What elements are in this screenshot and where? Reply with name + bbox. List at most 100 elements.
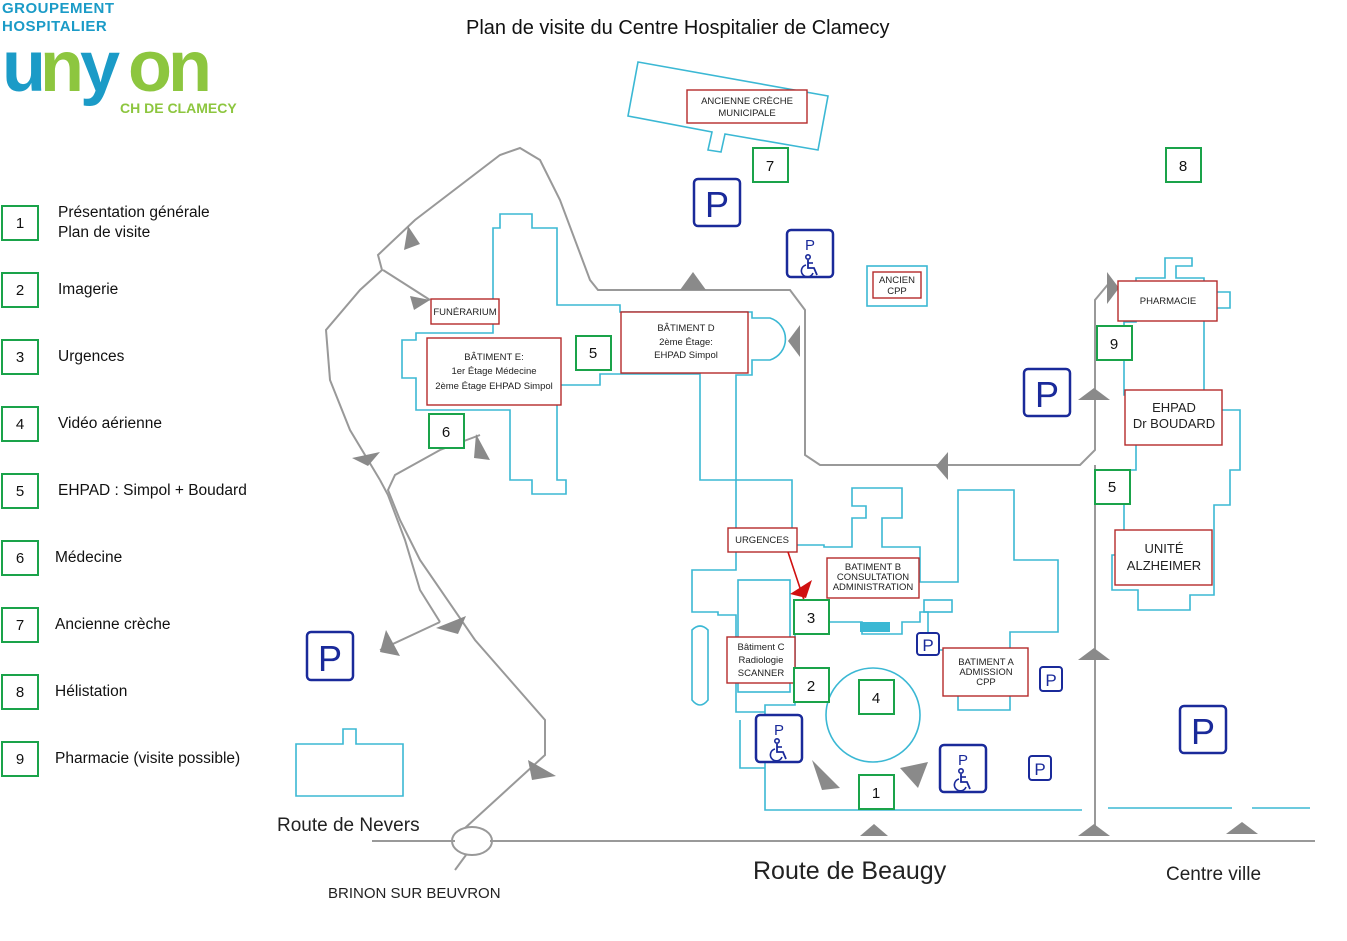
label-box-alzheimer [1114,529,1213,586]
legend-marker-box [1,607,39,643]
legend-number: 2 [16,282,24,299]
arrow-up-15 [436,616,466,634]
label-pharmacie: PHARMACIE [1140,296,1196,307]
legend-number: 8 [16,684,24,701]
svg-text:7: 7 [766,158,774,175]
legend-label: Urgences [58,348,125,365]
legend-label: Imagerie [58,281,118,298]
legend-number: 5 [16,483,24,500]
marker-3: 3 [793,599,830,635]
label-ehpad-boudard-1: EHPAD [1152,400,1196,415]
svg-text:P: P [1045,671,1056,690]
label-bat-c-2: Radiologie [739,655,784,666]
parking-icon: P [1039,666,1063,692]
label-alzheimer-1: UNITÉ [1145,541,1184,556]
road-beaugy-label: Route de Beaugy [753,857,947,885]
legend-label: Hélistation [55,683,127,700]
svg-text:P: P [1191,711,1215,752]
legend-item: 2 Imagerie [1,272,118,308]
svg-text:P: P [774,722,784,739]
arrow-down-10 [404,226,420,250]
legend-item: 1 Présentation générale Plan de visite [1,204,210,241]
legend-label: Pharmacie (visite possible) [55,750,240,767]
parking-icon: P [1022,367,1072,418]
logo: GROUPEMENT HOSPITALIER u n y on CH DE CL… [2,0,237,116]
building-label-texts: ANCIENNE CRÈCHE MUNICIPALE FUNÉRARIUM BÂ… [433,96,1215,688]
arrow-left-8 [788,325,800,357]
legend-number: 1 [16,215,24,232]
disabled-parking-icon: P [938,743,988,794]
legend-number: 9 [16,751,24,768]
marker-7: 7 [752,147,789,183]
label-bat-e-1: BÂTIMENT E: [464,352,523,363]
legend-marker-box [1,339,39,375]
label-bat-d-2: 2ème Étage: [659,337,713,348]
legend-marker-box [1,205,39,241]
legend-label: Présentation générale [58,204,210,221]
arrow-up-18 [900,762,928,788]
label-ehpad-boudard-2: Dr BOUDARD [1133,416,1215,431]
label-bat-c-1: Bâtiment C [738,642,785,653]
marker-6: 6 [428,413,465,449]
legend-marker-box [1,473,39,509]
marker-9: 9 [1096,325,1133,361]
marker-4: 4 [858,679,895,715]
logo-line1: GROUPEMENT [2,0,115,17]
svg-text:P: P [958,752,968,769]
svg-text:5: 5 [1108,479,1116,496]
roundabout [451,826,493,856]
legend-marker-box [1,741,39,777]
brinon-label: BRINON SUR BEUVRON [328,885,501,902]
outline-bat-e [401,213,787,495]
label-bat-a-3: CPP [976,677,996,688]
legend-item: 3 Urgences [1,339,125,375]
road-nevers-label: Route de Nevers [277,815,420,836]
legend-marker-box [1,272,39,308]
label-box-creche [686,89,808,124]
label-box-funerarium [430,298,500,325]
arrow-up-4 [1078,648,1110,660]
legend-label: Ancienne crèche [55,616,170,633]
legend-marker-box [1,406,39,442]
legend-number: 3 [16,349,24,366]
marker-1: 1 [858,774,895,810]
west-loop-path [324,146,1111,829]
logo-line2: HOSPITALIER [2,18,107,35]
label-bat-d-1: BÂTIMENT D [657,323,714,334]
road-brinon [454,854,467,871]
arrow-up-2 [1078,824,1110,836]
logo-brand-n: n [40,27,80,107]
label-bat-b-1: BATIMENT B [845,562,901,573]
label-box-bat-b [826,557,920,599]
arrow-up-9 [680,272,706,290]
parking-icon: P [1178,704,1228,755]
arrow-up-3 [1226,822,1258,834]
logo-sub: CH DE CLAMECY [120,100,237,116]
legend-label: Vidéo aérienne [58,415,162,432]
arrow-left-12 [352,452,380,466]
label-bat-e-2: 1er Étage Médecine [451,366,536,377]
legend-marker-box [1,540,39,576]
outline-ancien-cpp [866,265,928,307]
page-title: Plan de visite du Centre Hospitalier de … [466,17,890,39]
arrow-right-11 [410,296,430,310]
centre-ville-label: Centre ville [1166,864,1261,885]
building-labels [426,89,1223,697]
label-box-bat-e [426,337,562,406]
label-ancien-cpp-1: ANCIEN [879,275,915,286]
bat-b-entrance [860,622,890,632]
arrow-right-6 [1107,272,1119,304]
disabled-parking-icon: P [754,713,804,764]
arrow-up-13 [474,434,490,460]
west-loop-path-2 [379,479,441,623]
label-bat-b-2: CONSULTATION [837,572,909,583]
parking-icon: P [692,177,742,228]
label-box-bat-a [942,647,1029,697]
legend-item: 6 Médecine [1,540,122,576]
label-ancien-cpp-2: CPP [887,286,907,297]
svg-text:P: P [1035,374,1059,415]
svg-text:5: 5 [589,345,597,362]
legend-item: 4 Vidéo aérienne [1,406,162,442]
map-markers: 7 8 5 6 9 5 3 2 4 1 [428,147,1202,810]
label-box-bat-c [726,636,796,684]
